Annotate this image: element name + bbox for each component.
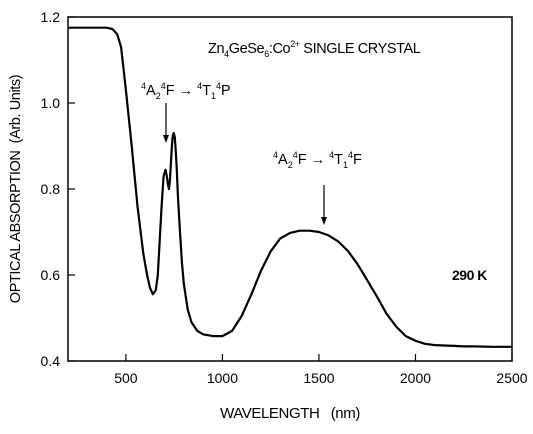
y-tick-label: 1.0 — [41, 95, 61, 111]
x-axis-label: WAVELENGTH (nm) — [220, 405, 360, 422]
y-tick-label: 0.8 — [41, 181, 61, 197]
transition-arrow-1 — [163, 103, 169, 143]
y-axis-label: OPTICAL ABSORPTION (Arb. Units) — [8, 75, 24, 303]
transition-arrow-2 — [321, 185, 327, 225]
absorption-curve — [68, 26, 512, 348]
y-tick-label: 0.6 — [41, 267, 61, 283]
x-tick-label: 500 — [114, 370, 138, 386]
x-tick-label: 1500 — [303, 370, 334, 386]
x-tick-label: 2500 — [496, 370, 527, 386]
x-tick-label: 1000 — [207, 370, 238, 386]
y-tick-label: 1.2 — [41, 9, 61, 25]
x-tick-label: 2000 — [400, 370, 431, 386]
temperature-label: 290 K — [452, 267, 487, 283]
transition-label-1: 4A24F → 4T14P — [141, 81, 231, 101]
plot-frame — [67, 16, 513, 362]
tick-group: 500 1000 1500 2000 2500 0.4 0.6 0.8 1.0 1.2 — [41, 9, 528, 386]
sample-label: Zn4GeSe6:Co2+ SINGLE CRYSTAL — [208, 39, 421, 59]
transition-label-2: 4A24F → 4T14F — [273, 150, 362, 170]
y-tick-label: 0.4 — [41, 353, 61, 369]
